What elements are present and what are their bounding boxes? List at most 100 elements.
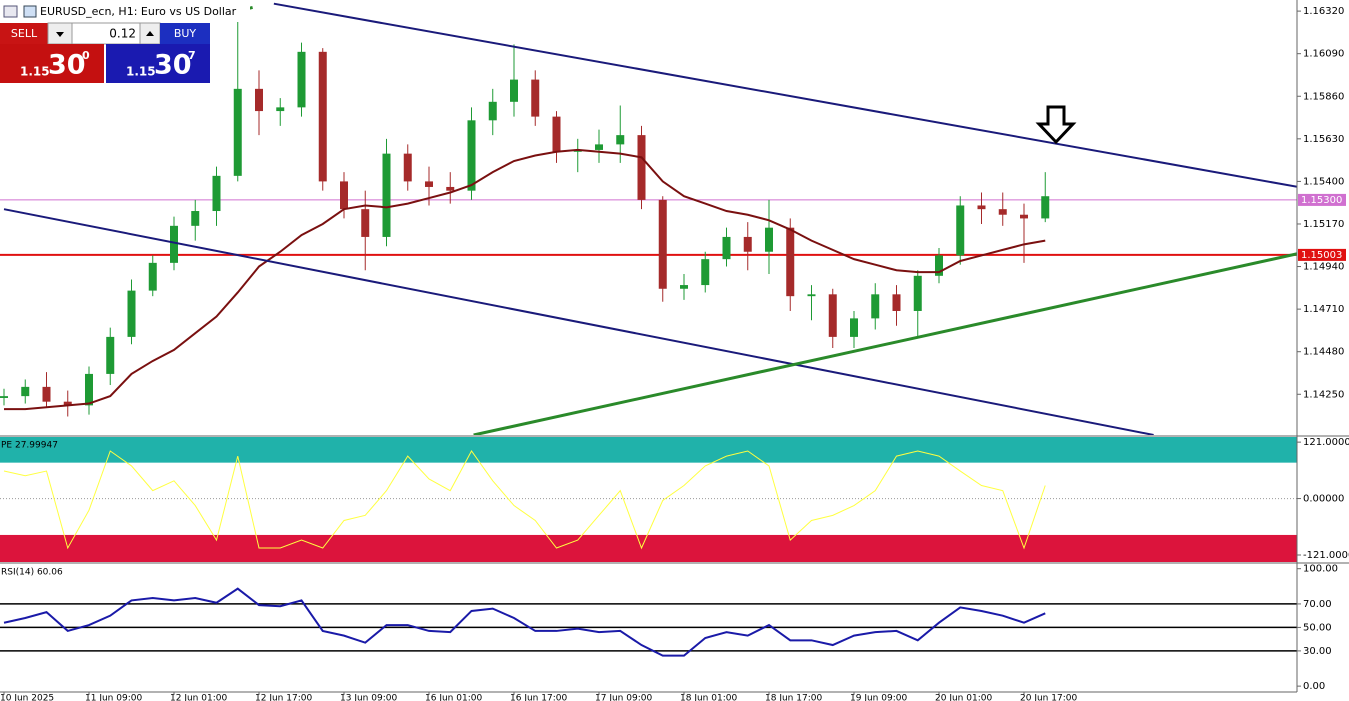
x-tick-label: 11 Jun 09:00: [85, 694, 142, 701]
y-tick-label: 0.00000: [1303, 494, 1344, 505]
candle-body: [531, 79, 540, 117]
sell-price-box[interactable]: [0, 44, 104, 83]
candle-body: [552, 116, 561, 152]
indicator-band: [0, 437, 1297, 463]
trend-line: [473, 252, 1297, 435]
y-tick-label: 1.14250: [1303, 389, 1344, 400]
candle-body: [871, 294, 880, 319]
x-tick-label: 20 Jun 01:00: [935, 694, 992, 701]
candle-body: [382, 153, 391, 237]
x-tick-label: 18 Jun 17:00: [765, 694, 822, 701]
candle-body: [722, 236, 731, 260]
candle-body: [85, 373, 93, 406]
y-tick-label: 1.15860: [1303, 91, 1344, 102]
candle-body: [403, 153, 412, 182]
candle-body: [913, 275, 922, 311]
y-tick-label: 70.00: [1303, 599, 1332, 610]
x-tick-label: 19 Jun 09:00: [850, 694, 907, 701]
trend-line: [3, 208, 1154, 435]
candle-body: [425, 181, 433, 187]
candle-body: [212, 175, 221, 212]
candle-body: [807, 294, 816, 297]
candle-body: [850, 318, 858, 337]
x-tick-label: 18 Jun 01:00: [680, 694, 737, 701]
y-tick-label: 1.15170: [1303, 219, 1344, 230]
x-tick-label: 12 Jun 17:00: [255, 694, 312, 701]
x-tick-label: 13 Jun 09:00: [340, 694, 397, 701]
candle-body: [361, 209, 370, 237]
candle-body: [446, 186, 455, 191]
candle-body: [595, 144, 603, 150]
header-bg: [0, 0, 250, 22]
candle-body: [21, 386, 30, 397]
sell-button[interactable]: [0, 23, 48, 44]
price-label-bg: [1298, 248, 1346, 261]
x-tick-label: 10 Jun 2025: [0, 694, 54, 701]
buy-price-box[interactable]: [106, 44, 210, 83]
candle-body: [701, 259, 710, 286]
candle-body: [63, 401, 72, 406]
indicator-band: [0, 534, 1297, 562]
candle-body: [680, 285, 688, 289]
candle-body: [276, 107, 285, 112]
candle-body: [1020, 214, 1028, 219]
candle-body: [998, 209, 1007, 215]
candle-body: [233, 88, 242, 176]
candle-body: [488, 101, 497, 121]
symbol-icon[interactable]: [23, 5, 37, 18]
candle-body: [658, 199, 667, 289]
panel: [0, 437, 1297, 562]
candle-body: [127, 290, 136, 337]
menu-icon[interactable]: [3, 5, 18, 18]
y-tick-label: 1.14710: [1303, 304, 1344, 315]
sell-price-big: 30: [48, 50, 86, 81]
buy-price-prefix: 1.15: [126, 65, 156, 79]
x-tick-label: 20 Jun 17:00: [1020, 694, 1077, 701]
candle-body: [743, 236, 752, 252]
x-tick-label: 17 Jun 09:00: [595, 694, 652, 701]
y-tick-label: -121.00000: [1303, 550, 1349, 561]
candle-body: [828, 294, 837, 337]
candle-body: [510, 79, 518, 102]
candle-body: [0, 396, 8, 398]
buy-label[interactable]: BUY: [174, 27, 197, 40]
indicator-label: RSI(14) 60.06: [1, 568, 63, 578]
lot-up-arrow: [146, 31, 154, 36]
x-tick-label: 12 Jun 01:00: [170, 694, 227, 701]
y-tick-label: 1.15400: [1303, 176, 1344, 187]
trade-panel: SELL 0.12 BUY 1.15 30 0 1.15 30 7: [0, 22, 210, 83]
price-label: 1.15003: [1301, 250, 1342, 261]
indicator-line: [3, 587, 1046, 657]
panel: [0, 2, 1297, 435]
candle-body: [255, 88, 263, 112]
candle-body: [977, 205, 986, 210]
y-tick-label: 1.16320: [1303, 6, 1344, 17]
y-tick-label: 30.00: [1303, 646, 1332, 657]
indicator-label: PE 27.99947: [1, 441, 58, 451]
y-tick-label: 1.16090: [1303, 49, 1344, 60]
panel: [0, 587, 1297, 657]
arrow-annotation: [1035, 105, 1077, 145]
price-label: 1.15300: [1301, 195, 1342, 206]
y-tick-label: 121.00000: [1303, 437, 1349, 448]
buy-price-pip: 7: [188, 49, 196, 62]
candle-body: [106, 336, 115, 374]
candle-body: [956, 205, 965, 256]
y-tick-label: 1.14480: [1303, 347, 1344, 358]
candle-body: [148, 262, 157, 291]
moving-average: [4, 148, 1046, 411]
buy-button[interactable]: [160, 23, 210, 44]
candle-body: [765, 227, 773, 252]
lot-down-arrow: [56, 32, 64, 37]
trend-line: [273, 2, 1297, 188]
candle-body: [892, 294, 901, 311]
header: EURUSD_ecn, H1: Euro vs US Dollar: [0, 0, 250, 22]
sell-price-prefix: 1.15: [20, 65, 50, 79]
indicator-line: [3, 450, 1046, 550]
symbol-title: EURUSD_ecn, H1: Euro vs US Dollar: [40, 5, 237, 18]
y-tick-label: 100.00: [1303, 564, 1338, 575]
y-tick-label: 0.00: [1303, 681, 1325, 692]
sell-label[interactable]: SELL: [11, 27, 38, 40]
